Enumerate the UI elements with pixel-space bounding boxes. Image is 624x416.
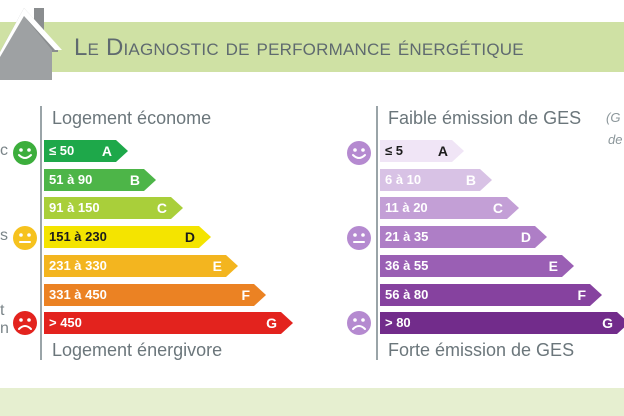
energy-class-g-bar: > 450 G [44, 312, 293, 334]
ges-axis-line [376, 106, 378, 360]
ges-class-letter: D [520, 229, 531, 245]
energy-class-range: 331 à 450 [49, 287, 107, 302]
ges-class-range: 36 à 55 [385, 258, 429, 273]
energy-class-f-bar: 331 à 450 F [44, 284, 266, 306]
footer-strip [0, 388, 624, 416]
energy-class-letter: F [241, 287, 250, 303]
energy-class-letter: D [184, 229, 195, 245]
ges-class-letter: E [548, 258, 558, 274]
page-title: Le Diagnostic de performance énergétique [74, 34, 524, 61]
ges-class-range: 56 à 80 [385, 287, 429, 302]
energy-class-a-bar: ≤ 50 A [44, 140, 128, 162]
energy-class-range: 151 à 230 [49, 229, 107, 244]
ges-neutral-face-icon [347, 226, 371, 250]
ges-top-sublabel-1: (G [606, 110, 621, 125]
ges-happy-face-icon [347, 141, 371, 165]
title-banner [0, 22, 624, 72]
edge-text-1: c [0, 142, 8, 159]
ges-class-letter: G [602, 315, 613, 331]
energy-class-range: 231 à 330 [49, 258, 107, 273]
ges-class-range: 11 à 20 [385, 200, 428, 215]
energy-class-d-bar: 151 à 230 D [44, 226, 211, 248]
edge-text-4: n [0, 320, 9, 337]
ges-class-f-bar: 56 à 80 F [380, 284, 602, 306]
ges-class-g-bar: > 80 G [380, 312, 624, 334]
energy-class-letter: E [212, 258, 222, 274]
ges-class-range: > 80 [385, 315, 411, 330]
energy-class-letter: B [129, 172, 140, 188]
energy-axis-line [40, 106, 42, 360]
edge-text-2: s [0, 227, 8, 244]
ges-class-letter: B [465, 172, 476, 188]
ges-class-a-bar: ≤ 5 A [380, 140, 464, 162]
ges-class-range: ≤ 5 [385, 143, 403, 158]
ges-class-d-bar: 21 à 35 D [380, 226, 547, 248]
house-icon [0, 8, 62, 80]
ges-class-letter: A [437, 143, 448, 159]
ges-class-c-bar: 11 à 20 C [380, 197, 519, 219]
neutral-face-icon [13, 226, 37, 250]
energy-class-range: > 450 [49, 315, 82, 330]
ges-bottom-label: Forte émission de GES [388, 340, 575, 360]
ges-class-b-bar: 6 à 10 B [380, 169, 492, 191]
energy-class-c-bar: 91 à 150 C [44, 197, 183, 219]
ges-class-letter: C [492, 200, 503, 216]
ges-class-e-bar: 36 à 55 E [380, 255, 574, 277]
energy-class-letter: A [101, 143, 112, 159]
sad-face-icon [13, 311, 37, 335]
energy-class-letter: G [266, 315, 277, 331]
energy-bottom-label: Logement énergivore [52, 340, 223, 360]
energy-class-range: 51 à 90 [49, 172, 93, 187]
ges-class-range: 6 à 10 [385, 172, 422, 187]
edge-text-3: t [0, 302, 5, 319]
ges-sad-face-icon [347, 311, 371, 335]
ges-class-letter: F [577, 287, 586, 303]
energy-class-e-bar: 231 à 330 E [44, 255, 238, 277]
ges-class-range: 21 à 35 [385, 229, 429, 244]
ges-top-sublabel-2: de [608, 132, 623, 147]
ges-top-label: Faible émission de GES [388, 108, 582, 128]
energy-class-range: ≤ 50 [49, 143, 75, 158]
happy-face-icon [13, 141, 37, 165]
energy-top-label: Logement économe [52, 108, 212, 128]
energy-class-letter: C [156, 200, 167, 216]
energy-class-b-bar: 51 à 90 B [44, 169, 156, 191]
energy-class-range: 91 à 150 [49, 200, 100, 215]
